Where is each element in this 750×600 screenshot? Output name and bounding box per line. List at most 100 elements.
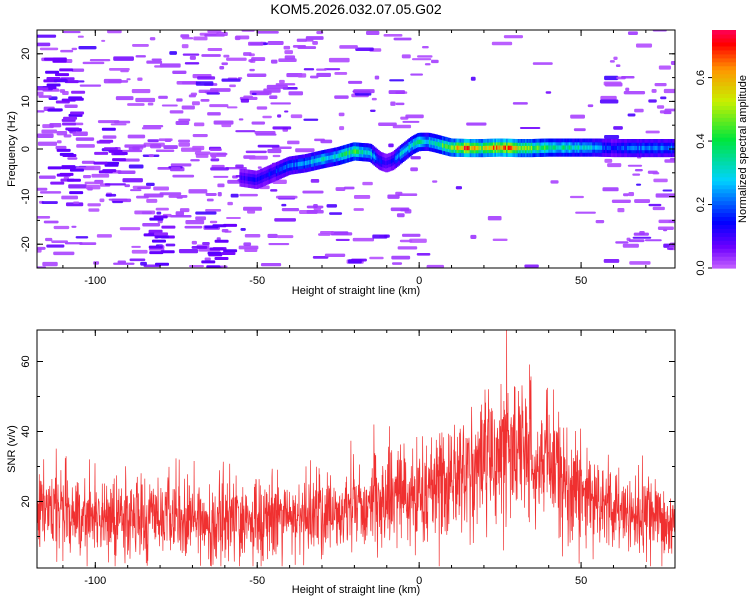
noise-cell — [62, 122, 77, 126]
noise-cell — [277, 114, 282, 118]
noise-cell — [69, 97, 84, 101]
noise-cell — [230, 193, 239, 198]
noise-cell — [279, 79, 285, 84]
noise-cell — [431, 59, 439, 64]
noise-cell — [172, 174, 195, 178]
noise-cell — [312, 255, 329, 259]
colorbar-segment — [712, 200, 736, 206]
noise-cell — [178, 248, 199, 254]
noise-cell — [397, 193, 418, 197]
noise-cell — [70, 111, 85, 115]
noise-cell — [248, 41, 264, 46]
noise-cell — [108, 68, 130, 71]
y-tick-label: 20 — [20, 48, 32, 60]
noise-cell — [623, 91, 646, 95]
noise-cell — [113, 262, 135, 265]
noise-cell — [179, 208, 190, 213]
y-tick-label: 40 — [20, 425, 32, 437]
noise-cell — [226, 216, 241, 220]
noise-cell — [656, 105, 665, 109]
noise-cell — [161, 104, 178, 107]
noise-cell — [314, 138, 325, 142]
noise-cell — [604, 135, 620, 139]
noise-cell — [192, 134, 208, 138]
noise-cell — [147, 139, 159, 143]
noise-cell — [181, 37, 194, 40]
noise-cell — [323, 68, 341, 71]
noise-cell — [432, 180, 438, 183]
noise-cell — [623, 193, 629, 197]
noise-cell — [405, 114, 424, 119]
noise-cell — [219, 66, 225, 70]
noise-cell — [205, 193, 217, 196]
noise-cell — [149, 251, 164, 255]
noise-cell — [240, 98, 250, 103]
colorbar-segment — [712, 49, 736, 55]
noise-cell — [295, 148, 315, 153]
noise-cell — [296, 38, 307, 42]
noise-cell — [149, 217, 164, 221]
noise-cell — [42, 261, 58, 267]
noise-cell — [105, 161, 120, 165]
noise-cell — [147, 102, 154, 106]
noise-cell — [275, 83, 296, 86]
noise-cell — [211, 164, 225, 168]
noise-cell — [503, 35, 524, 39]
colorbar-tick-label: 0.2 — [695, 197, 707, 212]
noise-cell — [276, 235, 294, 239]
noise-cell — [491, 41, 513, 46]
colorbar-segment — [712, 260, 736, 265]
noise-cell — [287, 140, 300, 145]
colorbar-segment — [712, 121, 736, 126]
noise-cell — [63, 116, 78, 120]
noise-cell — [653, 178, 668, 183]
noise-cell — [56, 131, 68, 136]
noise-cell — [617, 208, 625, 213]
noise-cell — [216, 152, 228, 156]
noise-cell — [330, 232, 353, 236]
noise-cell — [141, 127, 162, 130]
noise-cell — [169, 215, 192, 218]
noise-cell — [103, 147, 118, 151]
colorbar-segment — [712, 141, 736, 146]
colorbar-segment — [712, 168, 736, 174]
colorbar-segment — [712, 33, 736, 39]
x-tick-label: 50 — [575, 575, 587, 587]
heatmap-cells — [37, 30, 675, 268]
colorbar-segment — [712, 244, 736, 249]
noise-cell — [627, 31, 638, 35]
noise-cell — [466, 122, 487, 126]
noise-cell — [383, 33, 403, 37]
noise-cell — [266, 84, 288, 89]
noise-cell — [115, 96, 134, 101]
noise-cell — [46, 244, 65, 248]
noise-cell — [648, 203, 662, 207]
noise-cell — [244, 233, 261, 238]
noise-cell — [283, 45, 291, 50]
noise-cell — [59, 152, 74, 156]
colorbar-segment — [712, 53, 736, 59]
noise-cell — [251, 92, 257, 96]
noise-cell — [290, 114, 303, 119]
snr-series-line — [36, 329, 676, 567]
noise-cell — [666, 247, 674, 250]
noise-cell — [634, 199, 651, 204]
noise-cell — [217, 192, 222, 197]
noise-cell — [272, 126, 292, 130]
noise-cell — [660, 96, 667, 100]
noise-cell — [53, 251, 75, 256]
noise-cell — [602, 187, 619, 192]
noise-cell — [288, 91, 304, 96]
noise-cell — [69, 168, 84, 172]
noise-cell — [426, 264, 445, 268]
noise-cell — [270, 102, 292, 105]
noise-cell — [227, 201, 233, 206]
noise-cell — [632, 236, 652, 239]
noise-cell — [180, 34, 190, 38]
noise-cell — [343, 186, 355, 190]
noise-cell — [257, 30, 279, 34]
colorbar-segment — [712, 137, 736, 142]
noise-cell — [65, 127, 80, 131]
noise-cell — [633, 232, 649, 236]
noise-cell — [249, 68, 255, 72]
